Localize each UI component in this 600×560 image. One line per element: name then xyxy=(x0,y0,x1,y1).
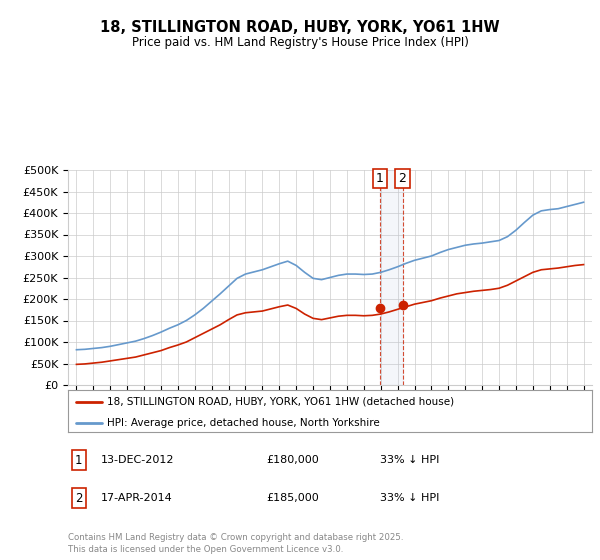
Text: £180,000: £180,000 xyxy=(266,455,319,465)
Text: 18, STILLINGTON ROAD, HUBY, YORK, YO61 1HW: 18, STILLINGTON ROAD, HUBY, YORK, YO61 1… xyxy=(100,20,500,35)
Text: 18, STILLINGTON ROAD, HUBY, YORK, YO61 1HW (detached house): 18, STILLINGTON ROAD, HUBY, YORK, YO61 1… xyxy=(107,396,454,407)
Text: £185,000: £185,000 xyxy=(266,493,319,503)
Text: 13-DEC-2012: 13-DEC-2012 xyxy=(101,455,175,465)
Text: 2: 2 xyxy=(398,172,406,185)
Bar xyxy=(380,170,403,385)
Text: 2: 2 xyxy=(75,492,83,505)
Text: 33% ↓ HPI: 33% ↓ HPI xyxy=(380,455,439,465)
Text: 1: 1 xyxy=(376,172,384,185)
Text: Contains HM Land Registry data © Crown copyright and database right 2025.
This d: Contains HM Land Registry data © Crown c… xyxy=(68,533,404,554)
Text: 17-APR-2014: 17-APR-2014 xyxy=(101,493,173,503)
Text: HPI: Average price, detached house, North Yorkshire: HPI: Average price, detached house, Nort… xyxy=(107,418,380,428)
Text: 33% ↓ HPI: 33% ↓ HPI xyxy=(380,493,439,503)
Text: 1: 1 xyxy=(75,454,83,466)
Text: Price paid vs. HM Land Registry's House Price Index (HPI): Price paid vs. HM Land Registry's House … xyxy=(131,36,469,49)
